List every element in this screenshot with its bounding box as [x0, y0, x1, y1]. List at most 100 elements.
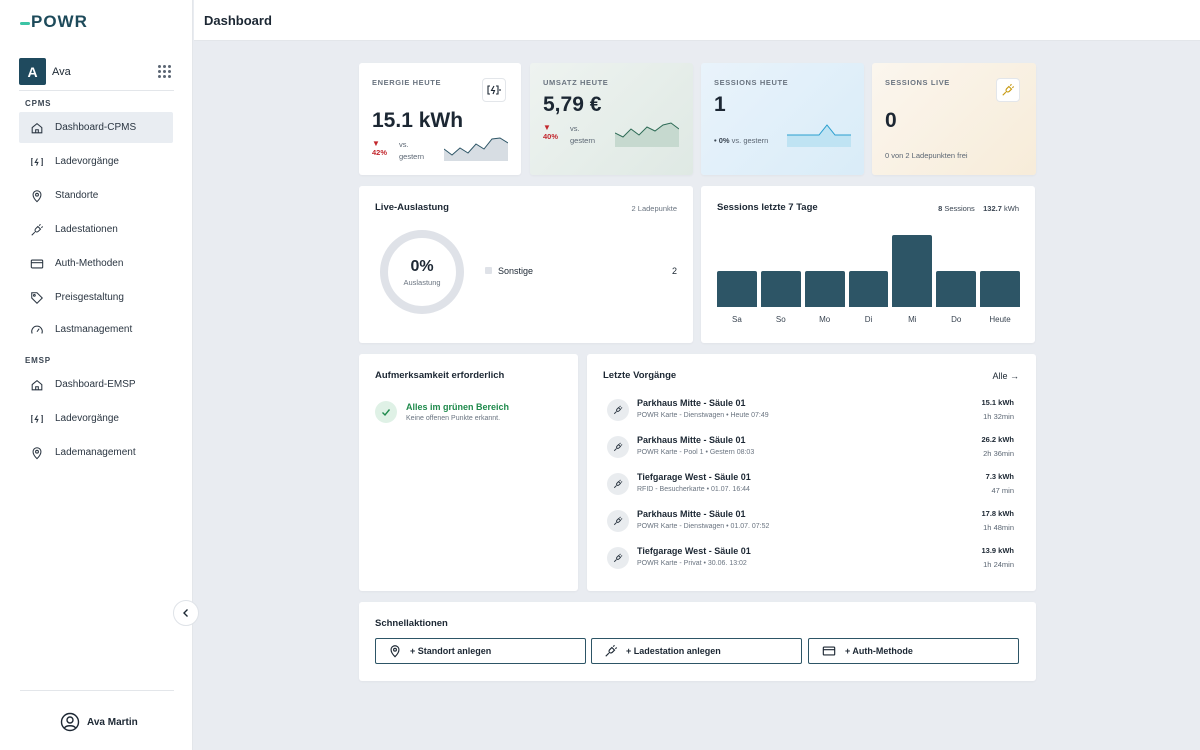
location-pin-icon: [32, 446, 42, 459]
collapse-sidebar-button[interactable]: [173, 600, 199, 626]
sessions-summary: 8 Sessions 132.7 kWh: [938, 204, 1019, 213]
donut-label: Auslastung: [403, 277, 441, 287]
sidebar-item-lademanagement[interactable]: Lademanagement: [19, 437, 173, 468]
item-duration: 47 min: [991, 486, 1014, 495]
logo[interactable]: POWR: [20, 12, 88, 32]
bar: [760, 271, 801, 307]
charging-icon: [31, 157, 43, 166]
bar: [936, 271, 977, 307]
bar-tick-label: So: [775, 315, 786, 324]
show-all-link[interactable]: Alle →: [992, 371, 1019, 381]
sidebar-item-ladestationen[interactable]: Ladestationen: [19, 214, 173, 245]
card-title: Letzte Vorgänge: [603, 370, 677, 381]
item-title: Tiefgarage West - Säule 01: [637, 546, 751, 556]
kpi-card-sessions-live[interactable]: SESSIONS LIVE 0 0 von 2 Ladepunkten frei: [872, 63, 1036, 175]
plug-icon: [605, 644, 618, 657]
bar: [980, 271, 1020, 307]
list-item[interactable]: Tiefgarage West - Säule 01 RFID - Besuch…: [607, 470, 1014, 500]
list-item[interactable]: Parkhaus Mitte - Säule 01 POWR Karte - D…: [607, 507, 1014, 537]
status-title: Alles im grünen Bereich: [406, 402, 510, 412]
sessions-chart-card: Sessions letzte 7 Tage 8 Sessions 132.7 …: [701, 186, 1035, 343]
item-title: Parkhaus Mitte - Säule 01: [637, 435, 746, 445]
item-energy: 15.1 kWh: [981, 398, 1014, 407]
quick-actions-card: Schnellaktionen + Standort anlegen + Lad…: [359, 602, 1036, 681]
sidebar: POWR A Ava CPMS Dashboard-CPMS Ladevorgä…: [0, 0, 193, 750]
card-title: Live-Auslastung: [375, 202, 449, 213]
kpi-card-energie[interactable]: ENERGIE HEUTE 15.1 kWh ▼ 42% vs. gestern: [359, 63, 521, 175]
kpi-sparkline: [444, 137, 508, 161]
item-subtitle: POWR Karte - Dienstwagen • Heute 07:49: [637, 412, 769, 419]
charging-icon: [31, 414, 43, 423]
plug-icon: [607, 473, 629, 495]
user-switcher[interactable]: A Ava: [19, 58, 174, 85]
list-item[interactable]: Parkhaus Mitte - Säule 01 POWR Karte - P…: [607, 433, 1014, 463]
utilization-donut: 0% Auslastung: [379, 229, 465, 315]
item-subtitle: RFID - Besucherkarte • 01.07. 16:44: [637, 486, 750, 493]
sidebar-item-lastmanagement[interactable]: Lastmanagement: [19, 314, 173, 345]
location-pin-icon: [32, 189, 42, 202]
bar-tick-label: Di: [864, 315, 873, 324]
bar: [892, 235, 933, 307]
kpi-trend-text: vs. gestern: [570, 124, 596, 145]
kpi-value: 5,79 €: [543, 93, 602, 116]
bar-tick-label: Heute: [989, 315, 1011, 324]
item-duration: 1h 48min: [983, 523, 1014, 532]
bar: [848, 271, 889, 307]
item-duration: 1h 24min: [983, 560, 1014, 569]
kpi-sparkline: [787, 124, 851, 147]
kpi-trend: • 0% vs. gestern: [714, 136, 769, 145]
sidebar-item-dashboard-cpms[interactable]: Dashboard-CPMS: [19, 112, 173, 143]
profile-button[interactable]: Ava Martin: [60, 712, 138, 732]
check-icon: [375, 401, 397, 423]
bar-chart: [717, 234, 1020, 307]
live-subtitle: 2 Ladepunkte: [631, 204, 677, 213]
kpi-card-sessions-heute[interactable]: SESSIONS HEUTE 1 • 0% vs. gestern: [701, 63, 864, 175]
live-auslastung-card: Live-Auslastung 2 Ladepunkte 0% Auslastu…: [359, 186, 693, 343]
kpi-label: SESSIONS HEUTE: [714, 78, 789, 87]
sidebar-item-ladevorgaenge[interactable]: Ladevorgänge: [19, 146, 173, 177]
app-grid-icon[interactable]: [158, 64, 172, 79]
price-tag-icon: [31, 291, 43, 304]
sidebar-item-ladevorgaenge-emsp[interactable]: Ladevorgänge: [19, 403, 173, 434]
plug-icon: [607, 399, 629, 421]
sidebar-item-auth-methoden[interactable]: Auth-Methoden: [19, 248, 173, 279]
list-item[interactable]: Parkhaus Mitte - Säule 01 POWR Karte - D…: [607, 396, 1014, 426]
credit-card-icon: [30, 259, 44, 268]
kpi-sparkline: [615, 122, 679, 147]
sidebar-item-preisgestaltung[interactable]: Preisgestaltung: [19, 282, 173, 313]
kpi-note: 0 von 2 Ladepunkten frei: [885, 151, 968, 160]
item-duration: 2h 36min: [983, 449, 1014, 458]
add-ladestation-button[interactable]: + Ladestation anlegen: [591, 638, 802, 664]
bar: [804, 271, 845, 307]
bar: [717, 271, 757, 307]
kpi-card-umsatz[interactable]: UMSATZ HEUTE 5,79 € ▼ 40% vs. gestern: [530, 63, 693, 175]
item-title: Parkhaus Mitte - Säule 01: [637, 398, 746, 408]
kpi-trend: ▼ 40%: [543, 123, 559, 141]
user-name: Ava: [52, 65, 71, 78]
credit-card-icon: [822, 646, 836, 656]
item-title: Parkhaus Mitte - Säule 01: [637, 509, 746, 519]
page-title: Dashboard: [204, 13, 272, 28]
plug-icon: [607, 436, 629, 458]
add-auth-methode-button[interactable]: + Auth-Methode: [808, 638, 1019, 664]
add-standort-button[interactable]: + Standort anlegen: [375, 638, 586, 664]
status-subtitle: Keine offenen Punkte erkannt.: [406, 415, 501, 422]
list-item[interactable]: Tiefgarage West - Säule 01 POWR Karte - …: [607, 544, 1014, 574]
item-duration: 1h 32min: [983, 412, 1014, 421]
plug-icon: [996, 78, 1020, 102]
battery-charging-icon: [482, 78, 506, 102]
recent-sessions-card: Letzte Vorgänge Alle → Parkhaus Mitte - …: [587, 354, 1036, 591]
item-energy: 26.2 kWh: [981, 435, 1014, 444]
gauge-icon: [31, 325, 43, 334]
bar-tick-label: Mi: [908, 315, 917, 324]
sidebar-item-dashboard-emsp[interactable]: Dashboard-EMSP: [19, 369, 173, 400]
profile-name: Ava Martin: [87, 716, 138, 728]
plug-icon: [607, 547, 629, 569]
kpi-value: 1: [714, 93, 726, 116]
card-title: Aufmerksamkeit erforderlich: [375, 370, 505, 381]
logo-mark: [20, 21, 30, 25]
kpi-label: UMSATZ HEUTE: [543, 78, 609, 87]
plug-icon: [31, 223, 44, 236]
sidebar-item-standorte[interactable]: Standorte: [19, 180, 173, 211]
user-circle-icon: [60, 712, 80, 732]
